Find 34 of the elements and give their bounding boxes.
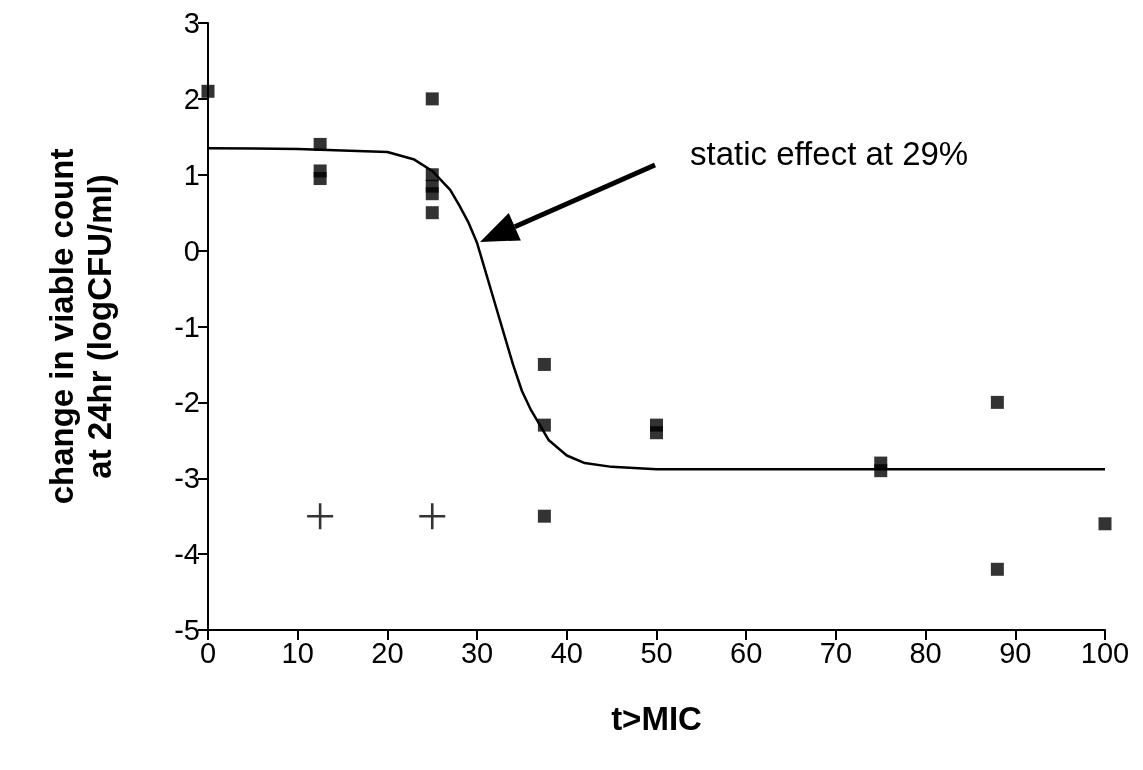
point	[1098, 517, 1112, 531]
point	[313, 172, 327, 186]
point	[425, 92, 439, 106]
y-tick-label: 2	[183, 82, 200, 115]
x-tick-label: 80	[909, 636, 942, 669]
y-tick-label: 0	[183, 234, 200, 267]
y-tick-label: -5	[174, 614, 200, 646]
x-tick-label: 10	[281, 636, 314, 669]
point	[201, 84, 215, 98]
point	[419, 503, 446, 530]
y-tick-label: -1	[174, 310, 200, 343]
x-tick-label: 40	[550, 636, 583, 669]
point	[537, 509, 551, 523]
y-tick-label: -2	[174, 386, 200, 419]
y-tick-label: 3	[183, 7, 200, 39]
x-tick-label: 30	[460, 636, 494, 669]
x-tick-label: 60	[730, 636, 763, 669]
x-tick-label: 90	[999, 636, 1032, 669]
point	[990, 395, 1004, 409]
y-tick-label: 1	[183, 158, 200, 191]
point	[650, 426, 663, 440]
y-tick-label: -4	[174, 538, 200, 571]
point	[990, 562, 1004, 576]
point	[425, 206, 439, 220]
x-tick-label: 50	[640, 636, 673, 669]
point	[537, 357, 551, 371]
point	[425, 187, 439, 201]
x-tick-label: 20	[371, 636, 404, 669]
x-axis-title: t>MIC	[611, 700, 702, 737]
x-tick-label: 100	[1080, 636, 1130, 669]
annotation: static effect at 29%	[690, 135, 969, 172]
x-tick-label: 70	[819, 636, 853, 669]
y-axis-title: change in viable count at 24hr (logCFU/ml)	[42, 148, 118, 505]
y-tick-label: -3	[174, 462, 200, 495]
